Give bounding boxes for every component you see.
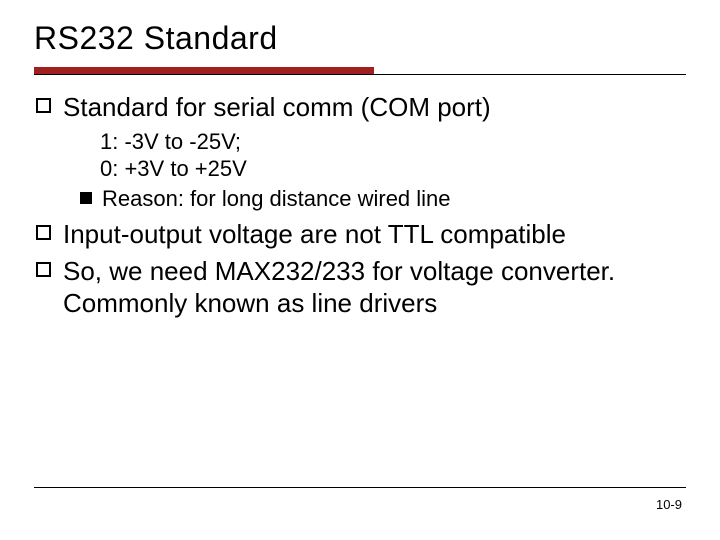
slide-title: RS232 Standard (34, 20, 686, 57)
bullet-3: So, we need MAX232/233 for voltage conve… (36, 255, 686, 320)
bullet-1-sub-3-text: Reason: for long distance wired line (102, 185, 686, 213)
bullet-1-sub-3: Reason: for long distance wired line (80, 185, 686, 213)
content: Standard for serial comm (COM port) 1: -… (34, 91, 686, 320)
bullet-2: Input-output voltage are not TTL compati… (36, 218, 686, 251)
footer-rule (34, 487, 686, 488)
bullet-3-text: So, we need MAX232/233 for voltage conve… (63, 255, 686, 320)
bullet-2-text: Input-output voltage are not TTL compati… (63, 218, 686, 251)
bullet-1: Standard for serial comm (COM port) (36, 91, 686, 124)
hollow-square-icon (36, 225, 51, 240)
slide: RS232 Standard Standard for serial comm … (0, 0, 720, 540)
filled-square-icon (80, 192, 92, 204)
hollow-square-icon (36, 98, 51, 113)
hollow-square-icon (36, 262, 51, 277)
title-rule (34, 67, 686, 75)
title-rule-thin (34, 74, 686, 75)
bullet-1-sub-2: 0: +3V to +25V (100, 155, 686, 183)
page-number: 10-9 (656, 497, 682, 512)
bullet-1-text: Standard for serial comm (COM port) (63, 91, 686, 124)
bullet-1-sub-1: 1: -3V to -25V; (100, 128, 686, 156)
